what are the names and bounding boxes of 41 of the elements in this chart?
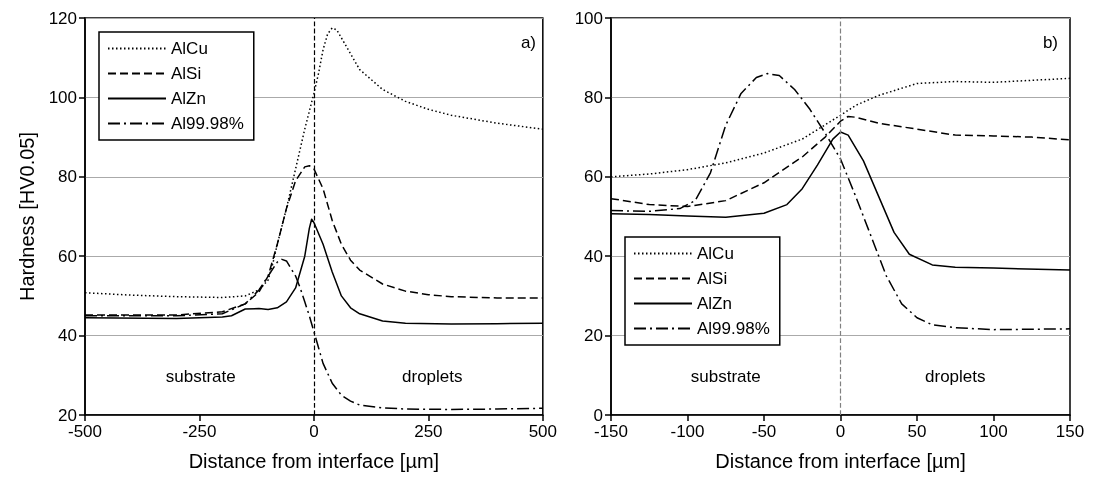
x-tick-label: 0 <box>309 422 319 441</box>
x-tick-label: -500 <box>67 422 103 441</box>
x-tick-label: 500 <box>528 422 558 441</box>
x-tick-label: 50 <box>907 422 927 441</box>
x-tick-label: 150 <box>1055 422 1085 441</box>
y-tick-label: 0 <box>593 405 603 425</box>
y-tick-label: 80 <box>58 167 77 187</box>
y-tick-label: 60 <box>584 167 603 187</box>
y-tick-label: 100 <box>48 87 77 107</box>
annotation: droplets <box>925 367 986 386</box>
legend-label: AlCu <box>171 39 208 58</box>
y-tick-label: 100 <box>574 8 603 28</box>
x-tick-label: -50 <box>751 422 777 441</box>
legend-label: AlSi <box>171 64 202 83</box>
legend-label: AlZn <box>171 89 206 108</box>
y-tick-label: 120 <box>48 8 77 28</box>
y-tick-label: 40 <box>584 246 603 266</box>
annotation: substrate <box>690 367 761 386</box>
annotation: b) <box>1042 33 1058 52</box>
y-tick-label: 80 <box>584 87 603 107</box>
y-axis-title: Hardness [HV0.05] <box>16 132 38 301</box>
x-axis-title: Distance from interface [µm] <box>188 450 440 472</box>
x-tick-label: -150 <box>593 422 629 441</box>
annotation: a) <box>520 33 536 52</box>
legend-label: Al99.98% <box>697 319 770 338</box>
x-tick-label: 0 <box>835 422 846 441</box>
x-axis-title: Distance from interface [µm] <box>715 450 966 472</box>
legend-label: AlSi <box>697 269 728 288</box>
y-tick-label: 20 <box>584 326 603 346</box>
x-tick-label: 100 <box>979 422 1008 441</box>
annotation: droplets <box>402 367 463 386</box>
x-tick-label: -100 <box>670 422 705 441</box>
legend-label: AlZn <box>697 294 732 313</box>
annotation: substrate <box>165 367 236 386</box>
x-tick-label: 250 <box>414 422 443 441</box>
legend-label: AlCu <box>697 244 734 263</box>
legend-label: Al99.98% <box>171 114 244 133</box>
y-tick-label: 20 <box>58 405 77 425</box>
y-tick-label: 60 <box>58 246 77 266</box>
y-tick-label: 40 <box>58 326 77 346</box>
x-tick-label: -250 <box>182 422 217 441</box>
